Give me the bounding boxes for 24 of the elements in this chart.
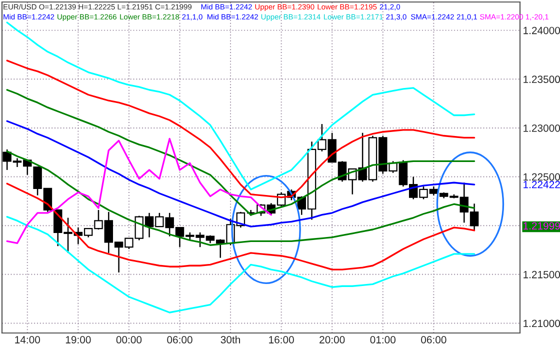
y-tick-label: 1.22500 <box>524 173 560 181</box>
x-tick-label: 19:00 <box>66 336 91 344</box>
x-tick-label: 14:00 <box>15 336 40 344</box>
x-tick-label: 20:00 <box>320 336 345 344</box>
y-tick-label: 1.23000 <box>524 124 560 132</box>
x-tick-label: 06:00 <box>421 336 446 344</box>
x-tick-label: 06:00 <box>167 336 192 344</box>
y-tick-label: 1.21000 <box>524 320 560 328</box>
line-series <box>6 216 476 314</box>
y-tick-label: 1.24000 <box>524 26 560 34</box>
x-tick-label: 00:00 <box>116 336 142 344</box>
line-series <box>6 89 476 216</box>
line-series <box>6 182 476 270</box>
y-tick-label: 1.21500 <box>524 270 560 278</box>
x-tick-label: 16:00 <box>269 336 294 344</box>
y-tick-label: 1.21999 <box>524 222 560 230</box>
x-tick-label: 01:00 <box>370 336 396 344</box>
line-series <box>6 60 476 198</box>
line-series <box>6 138 272 244</box>
y-tick-label: 1.23500 <box>524 76 560 84</box>
y-tick-label: 1.22422 <box>524 180 560 188</box>
line-series <box>6 120 476 228</box>
x-tick-label: 30th <box>220 336 240 344</box>
line-series <box>6 22 476 190</box>
